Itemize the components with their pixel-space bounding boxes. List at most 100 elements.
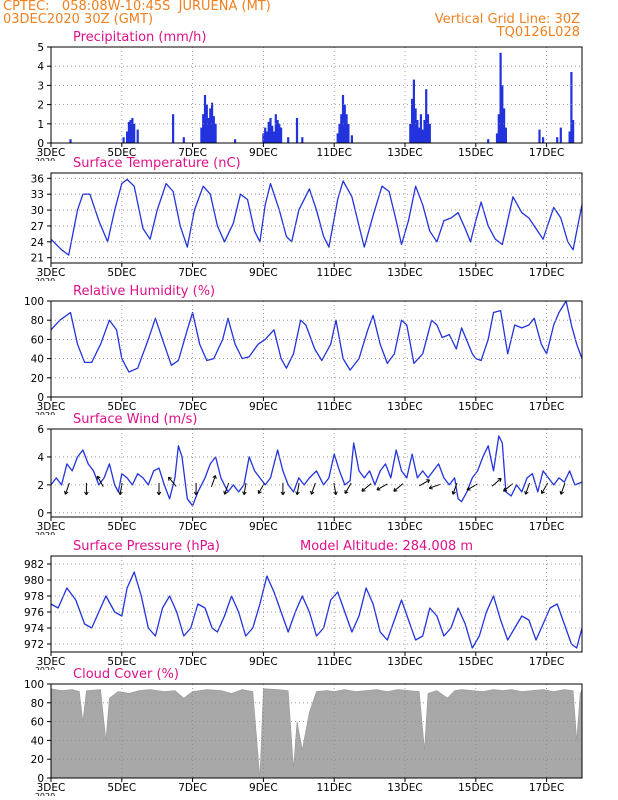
plot-area bbox=[51, 301, 582, 397]
precip-bar bbox=[207, 118, 210, 143]
precip-bar bbox=[295, 118, 299, 143]
precip-bar bbox=[556, 137, 559, 143]
x-tick-label: 7DEC bbox=[178, 401, 207, 413]
precip-bar bbox=[341, 95, 345, 143]
x-tick-label: 9DEC bbox=[249, 521, 278, 533]
x-tick-label: 13DEC bbox=[387, 401, 422, 413]
y-tick-label: 4 bbox=[37, 452, 44, 464]
wind-arrow-head bbox=[524, 490, 529, 495]
x-tick-label: 7DEC bbox=[178, 782, 207, 794]
precip-bar bbox=[262, 133, 265, 143]
precip-bar bbox=[501, 85, 504, 143]
precip-bar bbox=[203, 95, 207, 143]
panel-title: Surface Pressure (hPa) bbox=[73, 539, 220, 554]
precip-bar bbox=[503, 108, 506, 143]
panel-title: Precipitation (mm/h) bbox=[73, 30, 206, 45]
y-tick-label: 6 bbox=[37, 424, 44, 436]
wind-arrow-head bbox=[541, 489, 545, 494]
x-tick-label: 7DEC bbox=[178, 656, 207, 668]
x-tick-label: 15DEC bbox=[458, 401, 493, 413]
wind-arrow-head bbox=[344, 489, 349, 494]
x-tick-label: 5DEC bbox=[107, 782, 136, 794]
y-tick-label: 21 bbox=[31, 253, 44, 265]
x-tick-label: 11DEC bbox=[316, 782, 351, 794]
y-tick-label: 30 bbox=[31, 205, 44, 217]
wind-arrow-head bbox=[84, 491, 89, 496]
precip-bar bbox=[182, 137, 185, 143]
x-tick-label: 15DEC bbox=[458, 782, 493, 794]
wind-arrow bbox=[491, 478, 502, 487]
wind-arrow-head bbox=[376, 486, 381, 491]
precip-bar bbox=[345, 114, 348, 143]
precip-bar bbox=[425, 89, 428, 143]
plot-area bbox=[51, 556, 582, 652]
precip-bar bbox=[214, 123, 217, 143]
cloud-cover-area bbox=[50, 688, 583, 779]
precip-bar bbox=[487, 139, 490, 143]
panel-subtitle: Model Altitude: 284.008 m bbox=[300, 539, 473, 554]
series-line-p3 bbox=[50, 435, 583, 507]
wind-arrow bbox=[525, 482, 531, 495]
y-tick-label: 100 bbox=[24, 296, 44, 308]
wind-arrow bbox=[96, 475, 104, 487]
precip-bar bbox=[264, 127, 267, 143]
precip-bar bbox=[570, 72, 573, 143]
precip-bar bbox=[287, 137, 290, 143]
wind-arrow bbox=[541, 482, 549, 494]
precip-bar bbox=[347, 123, 350, 143]
y-tick-label: 33 bbox=[31, 189, 44, 201]
series-line-p4 bbox=[50, 571, 583, 649]
wind-arrow-head bbox=[118, 491, 123, 496]
precip-bar bbox=[269, 118, 272, 143]
x-tick-label: 13DEC bbox=[387, 782, 422, 794]
precip-bar bbox=[418, 127, 421, 143]
wind-arrow-head bbox=[310, 490, 315, 495]
precip-bar bbox=[126, 131, 129, 143]
precip-bar bbox=[271, 125, 274, 143]
precip-bar bbox=[127, 121, 130, 143]
precip-bar bbox=[426, 114, 430, 143]
precip-bar bbox=[267, 121, 270, 143]
y-tick-label: 974 bbox=[24, 623, 44, 635]
precip-bar bbox=[212, 116, 215, 143]
y-tick-label: 36 bbox=[31, 173, 45, 185]
y-tick-label: 4 bbox=[37, 61, 44, 73]
wind-arrow-head bbox=[257, 489, 262, 494]
wind-arrow bbox=[560, 482, 566, 495]
precip-bar bbox=[428, 123, 431, 143]
x-tick-label: 15DEC bbox=[458, 267, 493, 279]
precip-bar bbox=[280, 127, 283, 143]
wind-arrow-head bbox=[393, 487, 398, 492]
y-tick-label: 60 bbox=[31, 717, 44, 729]
wind-arrow-head bbox=[168, 476, 172, 481]
x-tick-label: 17DEC bbox=[529, 782, 564, 794]
panel-title: Relative Humidity (%) bbox=[73, 284, 215, 299]
x-tick-label: 9DEC bbox=[249, 267, 278, 279]
y-tick-label: 1 bbox=[37, 119, 44, 131]
precip-bar bbox=[211, 102, 214, 143]
x-tick-label: 3DEC bbox=[37, 656, 66, 668]
x-tick-label: 7DEC bbox=[178, 521, 207, 533]
y-tick-label: 20 bbox=[31, 373, 44, 385]
x-tick-label: 13DEC bbox=[387, 267, 422, 279]
y-tick-label: 27 bbox=[31, 221, 44, 233]
x-tick-label: 3DEC bbox=[37, 401, 66, 413]
wind-arrow bbox=[452, 482, 458, 495]
x-tick-label: 3DEC bbox=[37, 521, 66, 533]
wind-arrow bbox=[210, 475, 216, 487]
precip-bar bbox=[234, 139, 237, 143]
wind-arrow bbox=[296, 482, 300, 495]
precip-bar bbox=[172, 114, 175, 143]
y-tick-label: 0 bbox=[37, 773, 44, 785]
y-tick-label: 2 bbox=[37, 100, 44, 112]
precip-bar bbox=[278, 123, 281, 143]
wind-arrow bbox=[168, 476, 177, 487]
precip-bar bbox=[338, 123, 341, 143]
wind-arrow bbox=[344, 482, 352, 494]
wind-arrow bbox=[376, 483, 388, 491]
wind-arrow-head bbox=[212, 475, 217, 480]
header-model: TQ0126L028 bbox=[496, 25, 580, 40]
wind-arrow bbox=[224, 482, 230, 495]
precip-bar bbox=[340, 114, 343, 143]
precip-bar bbox=[202, 114, 205, 143]
